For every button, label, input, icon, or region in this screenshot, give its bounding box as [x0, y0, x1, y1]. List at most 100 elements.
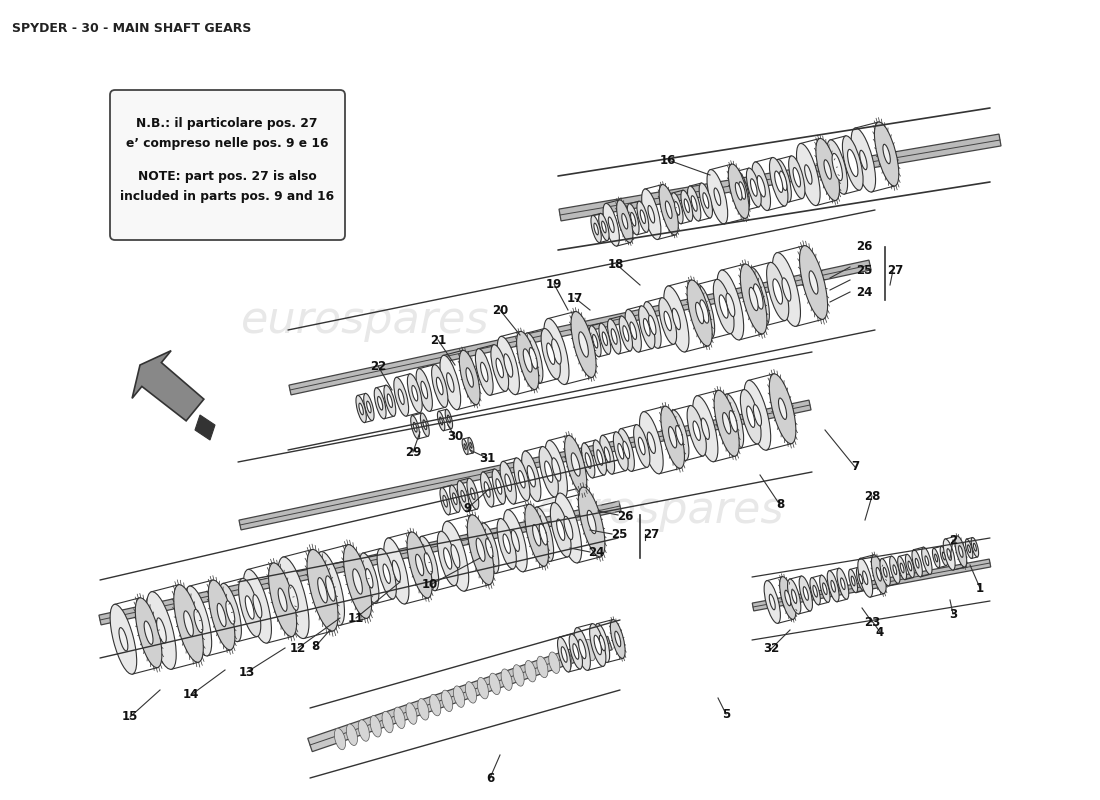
Ellipse shape — [893, 565, 896, 574]
Ellipse shape — [496, 478, 502, 494]
Ellipse shape — [729, 410, 737, 432]
Ellipse shape — [943, 552, 945, 560]
Ellipse shape — [194, 610, 202, 633]
Ellipse shape — [346, 724, 358, 746]
Ellipse shape — [688, 406, 706, 456]
Ellipse shape — [659, 298, 676, 344]
Ellipse shape — [728, 164, 749, 218]
Ellipse shape — [481, 472, 494, 507]
Ellipse shape — [185, 586, 211, 656]
Ellipse shape — [757, 175, 766, 197]
Text: 27: 27 — [887, 263, 903, 277]
Ellipse shape — [343, 545, 372, 618]
Ellipse shape — [450, 485, 460, 512]
Ellipse shape — [440, 417, 442, 425]
Ellipse shape — [573, 644, 579, 659]
Ellipse shape — [608, 217, 614, 233]
Ellipse shape — [587, 510, 596, 534]
Ellipse shape — [384, 538, 409, 604]
Ellipse shape — [830, 581, 835, 592]
Text: 25: 25 — [856, 263, 872, 277]
Ellipse shape — [524, 333, 543, 383]
Ellipse shape — [557, 519, 564, 541]
Ellipse shape — [684, 199, 690, 213]
Ellipse shape — [640, 210, 646, 223]
Ellipse shape — [649, 315, 656, 334]
Ellipse shape — [823, 583, 827, 594]
Ellipse shape — [496, 358, 504, 378]
Text: 9: 9 — [463, 502, 471, 515]
Ellipse shape — [824, 160, 832, 179]
Ellipse shape — [359, 720, 370, 742]
Ellipse shape — [912, 550, 922, 577]
Ellipse shape — [816, 138, 839, 201]
Text: 21: 21 — [430, 334, 447, 346]
Ellipse shape — [820, 575, 830, 602]
Ellipse shape — [110, 604, 136, 674]
Text: 28: 28 — [864, 490, 880, 502]
Ellipse shape — [448, 415, 450, 423]
Ellipse shape — [627, 204, 639, 234]
Ellipse shape — [944, 539, 955, 570]
Text: eurospares: eurospares — [536, 489, 784, 531]
Ellipse shape — [253, 594, 262, 618]
Ellipse shape — [513, 665, 524, 686]
Text: 24: 24 — [587, 546, 604, 559]
Text: 1: 1 — [976, 582, 984, 594]
Ellipse shape — [602, 221, 606, 233]
Ellipse shape — [549, 652, 560, 674]
Ellipse shape — [735, 171, 749, 210]
Ellipse shape — [490, 673, 500, 694]
Ellipse shape — [527, 466, 536, 487]
Ellipse shape — [623, 442, 629, 458]
Ellipse shape — [442, 522, 469, 591]
Ellipse shape — [780, 577, 796, 619]
Ellipse shape — [411, 386, 418, 401]
Ellipse shape — [529, 347, 537, 369]
Ellipse shape — [477, 678, 488, 699]
Ellipse shape — [603, 203, 619, 246]
Ellipse shape — [607, 319, 620, 354]
Ellipse shape — [497, 336, 519, 394]
Ellipse shape — [595, 623, 609, 662]
Ellipse shape — [532, 525, 541, 546]
Ellipse shape — [485, 538, 493, 558]
Text: 24: 24 — [856, 286, 872, 299]
Ellipse shape — [561, 648, 572, 669]
Ellipse shape — [877, 567, 881, 581]
Ellipse shape — [860, 150, 867, 170]
Text: 30: 30 — [447, 430, 463, 443]
Ellipse shape — [537, 656, 548, 678]
Ellipse shape — [774, 171, 783, 193]
Ellipse shape — [547, 343, 554, 365]
Ellipse shape — [418, 536, 439, 590]
Polygon shape — [308, 636, 613, 752]
Ellipse shape — [407, 532, 432, 598]
Ellipse shape — [470, 442, 472, 448]
Ellipse shape — [278, 557, 309, 638]
Ellipse shape — [438, 531, 458, 586]
Ellipse shape — [675, 426, 683, 445]
Ellipse shape — [598, 323, 611, 354]
Ellipse shape — [492, 469, 506, 504]
Ellipse shape — [947, 549, 952, 560]
Ellipse shape — [318, 578, 328, 603]
Ellipse shape — [714, 188, 720, 206]
Ellipse shape — [414, 422, 417, 432]
Ellipse shape — [641, 189, 661, 239]
Ellipse shape — [779, 398, 786, 419]
Ellipse shape — [971, 538, 979, 557]
Ellipse shape — [859, 574, 862, 584]
Ellipse shape — [792, 590, 796, 603]
Ellipse shape — [862, 571, 868, 585]
Ellipse shape — [420, 413, 429, 436]
Text: 18: 18 — [608, 258, 624, 270]
Ellipse shape — [135, 598, 162, 668]
Ellipse shape — [827, 570, 839, 602]
Ellipse shape — [440, 488, 450, 515]
Ellipse shape — [593, 334, 597, 348]
Ellipse shape — [552, 458, 561, 481]
Ellipse shape — [800, 576, 813, 611]
Ellipse shape — [600, 635, 605, 650]
Ellipse shape — [621, 214, 628, 229]
